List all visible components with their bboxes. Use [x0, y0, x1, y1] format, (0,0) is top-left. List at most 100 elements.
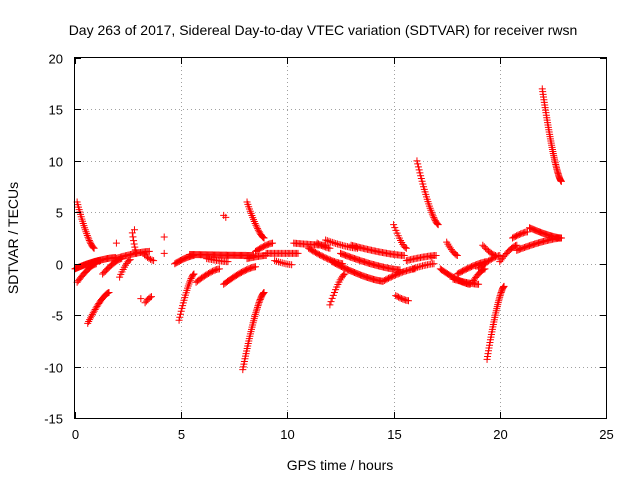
- y-tick-label: 20: [49, 52, 63, 67]
- data-point: [137, 295, 145, 303]
- data-point: [412, 264, 420, 272]
- data-point: [269, 239, 277, 247]
- x-tick-label: 20: [493, 427, 507, 442]
- data-point: [253, 305, 261, 313]
- data-point: [557, 234, 565, 242]
- data-point: [492, 251, 500, 259]
- data-point: [273, 257, 281, 265]
- data-point: [332, 239, 340, 247]
- data-point: [252, 307, 260, 315]
- data-point: [147, 255, 155, 263]
- data-point: [130, 226, 138, 234]
- data-point: [83, 231, 91, 239]
- data-point: [85, 236, 93, 244]
- data-point: [404, 297, 412, 305]
- y-tick-label: -5: [51, 309, 63, 324]
- data-point: [428, 254, 436, 262]
- data-point: [323, 237, 331, 245]
- data-point: [330, 239, 338, 247]
- data-point: [432, 251, 440, 259]
- data-point: [129, 233, 137, 241]
- data-point: [428, 210, 436, 218]
- data-point: [390, 221, 398, 229]
- data-point: [252, 309, 260, 317]
- data-point: [326, 244, 334, 252]
- data-point: [409, 265, 417, 273]
- x-tick-label: 25: [599, 427, 613, 442]
- data-point: [252, 263, 260, 271]
- data-point: [453, 251, 461, 259]
- data-point: [429, 212, 437, 220]
- data-point: [325, 237, 333, 245]
- data-points: [71, 85, 565, 374]
- data-point: [445, 242, 453, 250]
- data-point: [112, 239, 120, 247]
- data-point: [410, 264, 418, 272]
- y-tick-label: 10: [49, 155, 63, 170]
- chart-title: Day 263 of 2017, Sidereal Day-to-day VTE…: [69, 22, 578, 38]
- data-point: [391, 224, 399, 232]
- data-point: [83, 230, 91, 238]
- data-point: [176, 313, 184, 321]
- data-point: [326, 301, 334, 309]
- data-point: [190, 270, 198, 278]
- data-point: [328, 294, 336, 302]
- data-point: [145, 254, 153, 262]
- data-point: [177, 307, 185, 315]
- tick-labels: 0 5 10 15 20 25 -15 -10 -5 0 5 10 15 20: [44, 52, 614, 443]
- data-point: [415, 166, 423, 174]
- data-point: [222, 213, 230, 221]
- data-point: [329, 291, 337, 299]
- data-point: [186, 278, 194, 286]
- data-point: [433, 220, 441, 228]
- data-point: [259, 233, 267, 241]
- data-point: [253, 223, 261, 231]
- data-point: [259, 290, 267, 298]
- data-point: [254, 302, 262, 310]
- y-tick-label: 15: [49, 103, 63, 118]
- data-point: [254, 225, 262, 233]
- data-point: [328, 238, 336, 246]
- data-point: [215, 265, 223, 273]
- data-point: [160, 249, 168, 257]
- y-axis-label: SDTVAR / TECUs: [5, 182, 21, 294]
- plot-frame: [74, 57, 607, 419]
- data-point: [189, 271, 197, 279]
- data-point: [85, 235, 93, 243]
- y-tick-label: 5: [56, 206, 63, 221]
- data-point: [186, 276, 194, 284]
- data-point: [258, 233, 266, 241]
- data-point: [89, 243, 97, 251]
- data-point: [402, 244, 410, 252]
- data-point: [475, 280, 483, 288]
- data-point: [189, 272, 197, 280]
- data-point: [176, 310, 184, 318]
- x-tick-label: 10: [280, 427, 294, 442]
- data-point: [255, 300, 263, 308]
- tick-marks: [75, 58, 607, 419]
- data-point: [271, 257, 279, 265]
- data-point: [130, 237, 138, 245]
- data-point: [260, 289, 268, 297]
- data-point: [84, 233, 92, 241]
- data-point: [414, 163, 422, 171]
- data-point: [327, 238, 335, 246]
- grid-lines: [75, 58, 606, 418]
- data-point: [276, 258, 284, 266]
- data-point: [401, 243, 409, 251]
- data-point: [89, 244, 97, 252]
- data-point: [125, 256, 133, 264]
- data-point: [254, 226, 262, 234]
- x-tick-label: 5: [178, 427, 185, 442]
- data-point: [126, 256, 134, 264]
- data-point: [430, 260, 438, 268]
- data-point: [433, 219, 441, 227]
- data-point: [557, 177, 565, 185]
- data-point: [294, 249, 302, 257]
- data-point: [105, 289, 113, 297]
- data-point: [255, 298, 263, 306]
- data-point: [85, 318, 93, 326]
- y-tick-label: -15: [44, 412, 63, 427]
- y-tick-label: 0: [56, 258, 63, 273]
